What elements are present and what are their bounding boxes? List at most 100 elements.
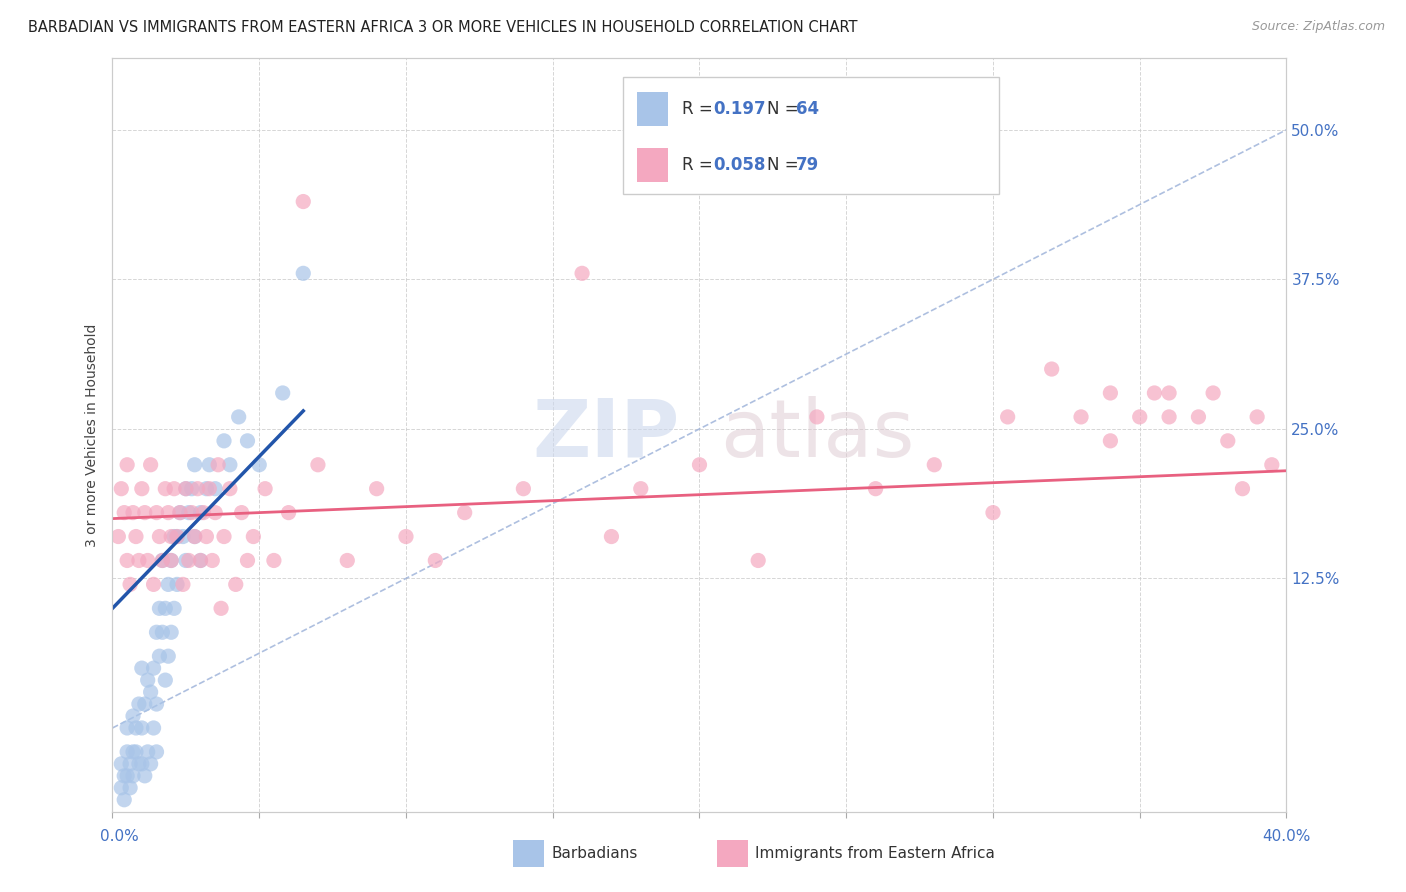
Text: 0.197: 0.197 (713, 100, 766, 118)
Point (1129, 409, 1152, 424)
Point (115, 721, 138, 735)
Point (172, 530, 194, 544)
Point (247, 458, 270, 472)
Text: R =: R = (682, 156, 718, 174)
Point (145, 745, 167, 759)
Point (110, 756, 132, 771)
Point (204, 482, 226, 496)
Point (139, 756, 162, 771)
Point (174, 553, 197, 567)
Point (219, 482, 242, 496)
Point (924, 458, 946, 472)
Point (212, 434, 235, 448)
Text: BARBADIAN VS IMMIGRANTS FROM EASTERN AFRICA 3 OR MORE VEHICLES IN HOUSEHOLD CORR: BARBADIAN VS IMMIGRANTS FROM EASTERN AFR… (28, 20, 858, 35)
Point (163, 482, 186, 496)
Point (1246, 409, 1268, 424)
Point (160, 625, 183, 640)
Point (157, 649, 180, 664)
Point (150, 553, 173, 567)
Y-axis label: 3 or more Vehicles in Household: 3 or more Vehicles in Household (86, 323, 100, 547)
Point (219, 458, 242, 472)
Text: 79: 79 (796, 156, 820, 174)
Point (1099, 386, 1122, 401)
Point (198, 458, 221, 472)
Point (242, 530, 264, 544)
Point (166, 530, 188, 544)
Point (131, 756, 153, 771)
Point (150, 553, 173, 567)
Point (183, 458, 205, 472)
Text: R =: R = (682, 100, 718, 118)
Point (271, 386, 294, 401)
Point (1143, 386, 1166, 401)
Text: atlas: atlas (720, 396, 914, 474)
Point (425, 553, 447, 567)
Point (125, 745, 148, 759)
Point (134, 769, 156, 783)
Point (160, 553, 183, 567)
Point (193, 506, 215, 520)
Text: Barbadians: Barbadians (551, 847, 637, 861)
Point (212, 530, 235, 544)
Point (120, 577, 142, 591)
Point (174, 482, 197, 496)
Text: 0.058: 0.058 (713, 156, 765, 174)
Point (112, 506, 135, 520)
Point (142, 721, 165, 735)
Point (1261, 458, 1284, 472)
Point (157, 506, 180, 520)
Point (277, 506, 299, 520)
Point (236, 553, 259, 567)
Point (157, 577, 180, 591)
Point (148, 601, 170, 615)
Point (1040, 362, 1063, 376)
Point (190, 506, 212, 520)
Point (163, 530, 186, 544)
Point (160, 553, 183, 567)
Point (201, 553, 224, 567)
Point (174, 482, 197, 496)
Point (128, 553, 150, 567)
Point (571, 266, 593, 280)
Point (366, 482, 388, 496)
Text: 64: 64 (796, 100, 820, 118)
Point (122, 709, 145, 723)
Text: Immigrants from Eastern Africa: Immigrants from Eastern Africa (755, 847, 995, 861)
Point (195, 482, 218, 496)
Point (981, 506, 1004, 520)
Point (110, 482, 132, 496)
Point (630, 482, 652, 496)
Point (128, 697, 150, 711)
Point (231, 506, 253, 520)
Point (190, 553, 212, 567)
Point (1099, 434, 1122, 448)
Point (110, 780, 132, 795)
Point (198, 482, 221, 496)
Point (131, 482, 153, 496)
Point (155, 673, 177, 687)
Point (1216, 434, 1239, 448)
Text: Source: ZipAtlas.com: Source: ZipAtlas.com (1251, 20, 1385, 33)
Point (166, 530, 188, 544)
Text: N =: N = (766, 100, 803, 118)
Point (160, 530, 183, 544)
Point (139, 685, 162, 699)
Point (136, 745, 159, 759)
Point (115, 458, 138, 472)
Point (163, 601, 186, 615)
Point (689, 458, 711, 472)
Text: 40.0%: 40.0% (1263, 830, 1310, 844)
Point (453, 506, 475, 520)
Point (177, 553, 200, 567)
Point (122, 745, 145, 759)
Point (195, 530, 218, 544)
Point (115, 769, 138, 783)
Point (120, 780, 142, 795)
Point (136, 553, 159, 567)
Point (292, 194, 315, 209)
Point (139, 458, 162, 472)
Point (112, 769, 135, 783)
Point (128, 756, 150, 771)
Point (180, 506, 202, 520)
Point (236, 434, 259, 448)
